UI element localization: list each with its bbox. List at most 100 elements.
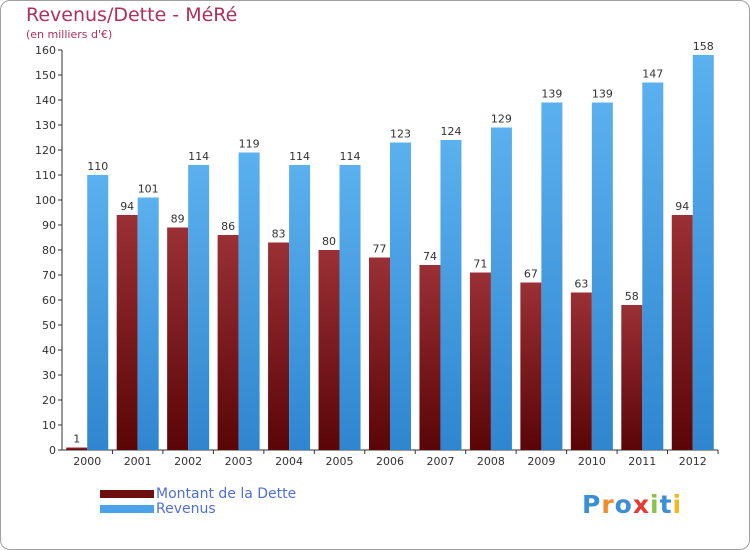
y-tick-label: 60 <box>42 294 56 307</box>
debt-value-label: 1 <box>73 433 80 446</box>
revenus-bar <box>137 197 159 450</box>
debt-value-label: 67 <box>524 268 538 281</box>
revenus-value-label: 110 <box>87 160 108 173</box>
y-tick-label: 20 <box>42 394 56 407</box>
revenus-bar <box>390 142 411 450</box>
debt-bar <box>369 257 390 450</box>
debt-bar <box>116 215 138 450</box>
x-tick-label: 2007 <box>426 455 454 468</box>
revenus-bar <box>440 140 462 450</box>
debt-value-label: 94 <box>675 200 689 213</box>
logo-letter: i <box>672 490 683 519</box>
debt-value-label: 77 <box>373 243 387 256</box>
y-tick-label: 160 <box>35 44 56 57</box>
y-tick-label: 140 <box>35 94 56 107</box>
legend-swatch-debt <box>100 489 154 498</box>
logo-letter: i <box>650 490 660 519</box>
x-tick-label: 2004 <box>275 455 303 468</box>
legend-item-debt: Montant de la Dette <box>100 485 297 502</box>
debt-bar <box>217 235 239 450</box>
y-tick-label: 40 <box>42 344 56 357</box>
y-tick-label: 10 <box>42 419 56 432</box>
chart-subtitle: (en milliers d'€) <box>26 28 113 41</box>
x-tick-label: 2003 <box>225 455 253 468</box>
debt-value-label: 71 <box>473 258 487 271</box>
y-tick-label: 30 <box>42 369 56 382</box>
revenus-value-label: 139 <box>541 88 562 101</box>
y-axis: 0 10 20 30 40 50 60 70 80 90 100 110 120 130 140 150 160 <box>35 44 63 457</box>
value-labels: 1 110 94 101 89 114 86 119 83 114 80 114 77 123 74 124 7… <box>73 40 714 446</box>
x-tick-label: 2000 <box>73 455 101 468</box>
y-tick-label: 80 <box>42 244 56 257</box>
legend-label-revenus: Revenus <box>156 500 216 517</box>
debt-bar <box>520 282 542 450</box>
logo-letter: t <box>659 490 673 519</box>
x-axis: 2000 2001 2002 2003 2004 2005 2006 2007 2008 2009… <box>62 449 719 468</box>
revenus-value-label: 129 <box>491 113 512 126</box>
y-tick-label: 130 <box>35 119 56 132</box>
legend-swatch-revenus <box>100 504 154 513</box>
logo-letter: P <box>582 490 602 519</box>
revenus-bar <box>87 175 109 450</box>
revenus-bar <box>490 127 512 450</box>
y-tick-label: 110 <box>35 169 56 182</box>
revenus-value-label: 119 <box>239 138 260 151</box>
debt-bar <box>66 447 88 450</box>
debt-value-label: 63 <box>574 278 588 291</box>
revenus-value-label: 123 <box>390 128 411 141</box>
revenus-value-label: 139 <box>592 88 613 101</box>
y-tick-label: 70 <box>42 269 56 282</box>
y-tick-label: 120 <box>35 144 56 157</box>
y-tick-label: 100 <box>35 194 56 207</box>
debt-bar <box>469 272 491 450</box>
debt-value-label: 94 <box>120 200 134 213</box>
legend-item-revenus: Revenus <box>100 500 296 517</box>
x-tick-label: 2002 <box>174 455 202 468</box>
y-tick-label: 0 <box>49 444 56 457</box>
debt-bar <box>570 292 592 450</box>
revenus-bar <box>339 165 361 450</box>
y-tick-label: 150 <box>35 69 56 82</box>
debt-value-label: 83 <box>272 228 286 241</box>
revenus-value-label: 114 <box>188 150 209 163</box>
revenus-value-label: 114 <box>289 150 310 163</box>
revenus-value-label: 124 <box>440 125 461 138</box>
revenus-bar <box>692 55 714 450</box>
x-tick-label: 2009 <box>527 455 555 468</box>
debt-value-label: 86 <box>221 220 235 233</box>
y-tick-label: 90 <box>42 219 56 232</box>
revenus-bar <box>238 152 260 450</box>
logo-letter: o <box>614 490 633 519</box>
debt-bar <box>671 215 693 450</box>
revenus-value-label: 101 <box>138 183 159 196</box>
logo-letter: x <box>632 490 650 519</box>
bars <box>66 55 714 450</box>
debt-value-label: 80 <box>322 235 336 248</box>
revenus-bar <box>188 165 210 450</box>
proxiti-logo: Proxiti <box>582 490 682 519</box>
debt-bar <box>167 227 189 450</box>
x-tick-label: 2005 <box>326 455 354 468</box>
debt-bar <box>419 265 441 450</box>
revenus-bar <box>642 82 664 450</box>
y-tick-label: 50 <box>42 319 56 332</box>
revenus-bar <box>289 165 311 450</box>
debt-value-label: 58 <box>625 290 639 303</box>
legend-label-debt: Montant de la Dette <box>156 485 297 502</box>
x-tick-label: 2012 <box>679 455 707 468</box>
debt-bar <box>268 242 290 450</box>
debt-bar <box>621 305 643 450</box>
chart-title: Revenus/Dette - MéRé <box>26 4 238 26</box>
x-tick-label: 2006 <box>376 455 404 468</box>
logo-letter: r <box>601 490 615 519</box>
x-tick-label: 2010 <box>578 455 606 468</box>
revenus-bar <box>541 102 563 450</box>
x-tick-label: 2008 <box>477 455 505 468</box>
revenus-value-label: 147 <box>642 68 663 81</box>
x-tick-label: 2011 <box>628 455 656 468</box>
revenus-value-label: 158 <box>693 40 714 53</box>
revenus-value-label: 114 <box>340 150 361 163</box>
debt-value-label: 74 <box>423 250 437 263</box>
legend: Montant de la Dette Revenus <box>100 485 297 517</box>
